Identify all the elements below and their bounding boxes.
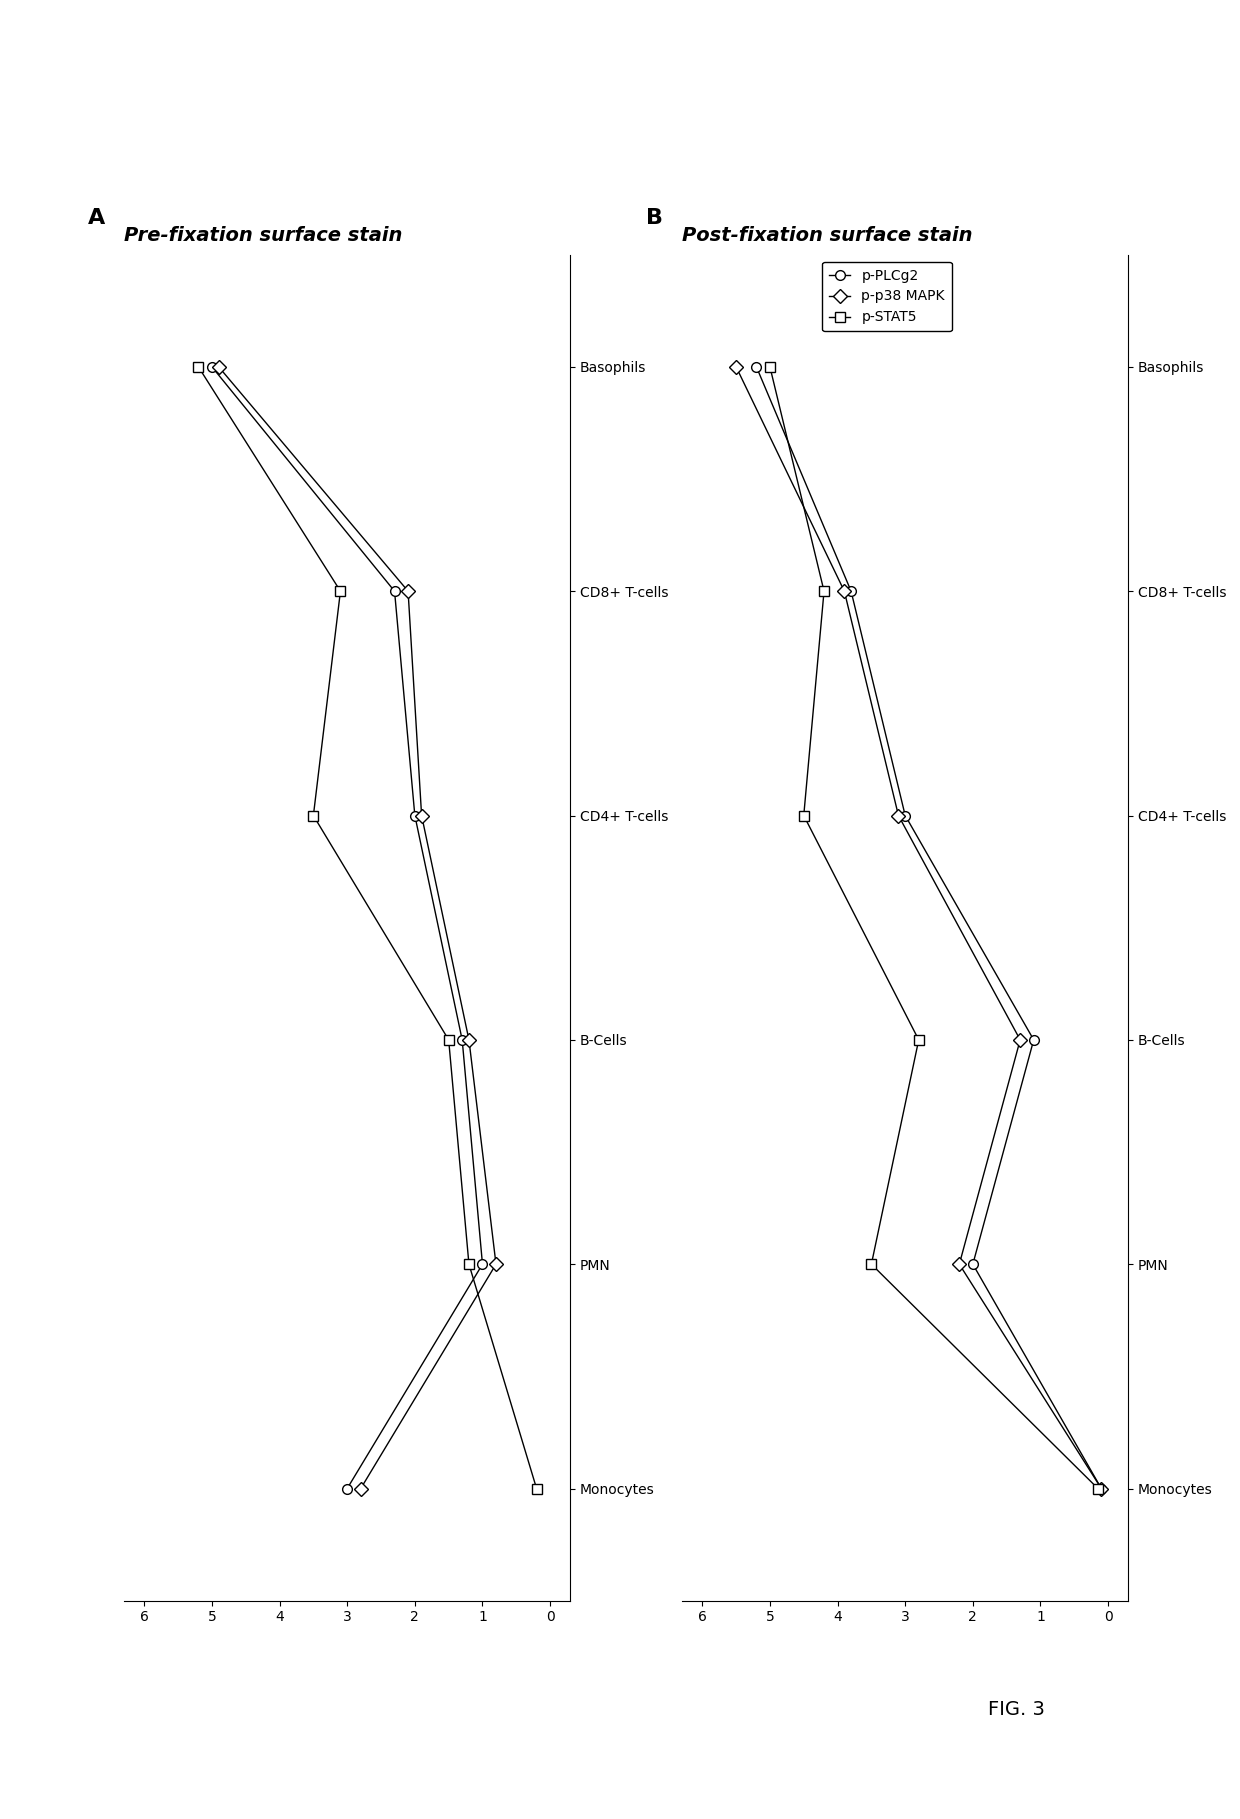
Text: B: B <box>646 207 663 227</box>
Text: Post-fixation surface stain: Post-fixation surface stain <box>682 226 972 246</box>
Legend: p-PLCg2, p-p38 MAPK, p-STAT5: p-PLCg2, p-p38 MAPK, p-STAT5 <box>822 262 952 331</box>
Text: FIG. 3: FIG. 3 <box>988 1701 1045 1719</box>
Text: Pre-fixation surface stain: Pre-fixation surface stain <box>124 226 402 246</box>
Text: A: A <box>88 207 105 227</box>
